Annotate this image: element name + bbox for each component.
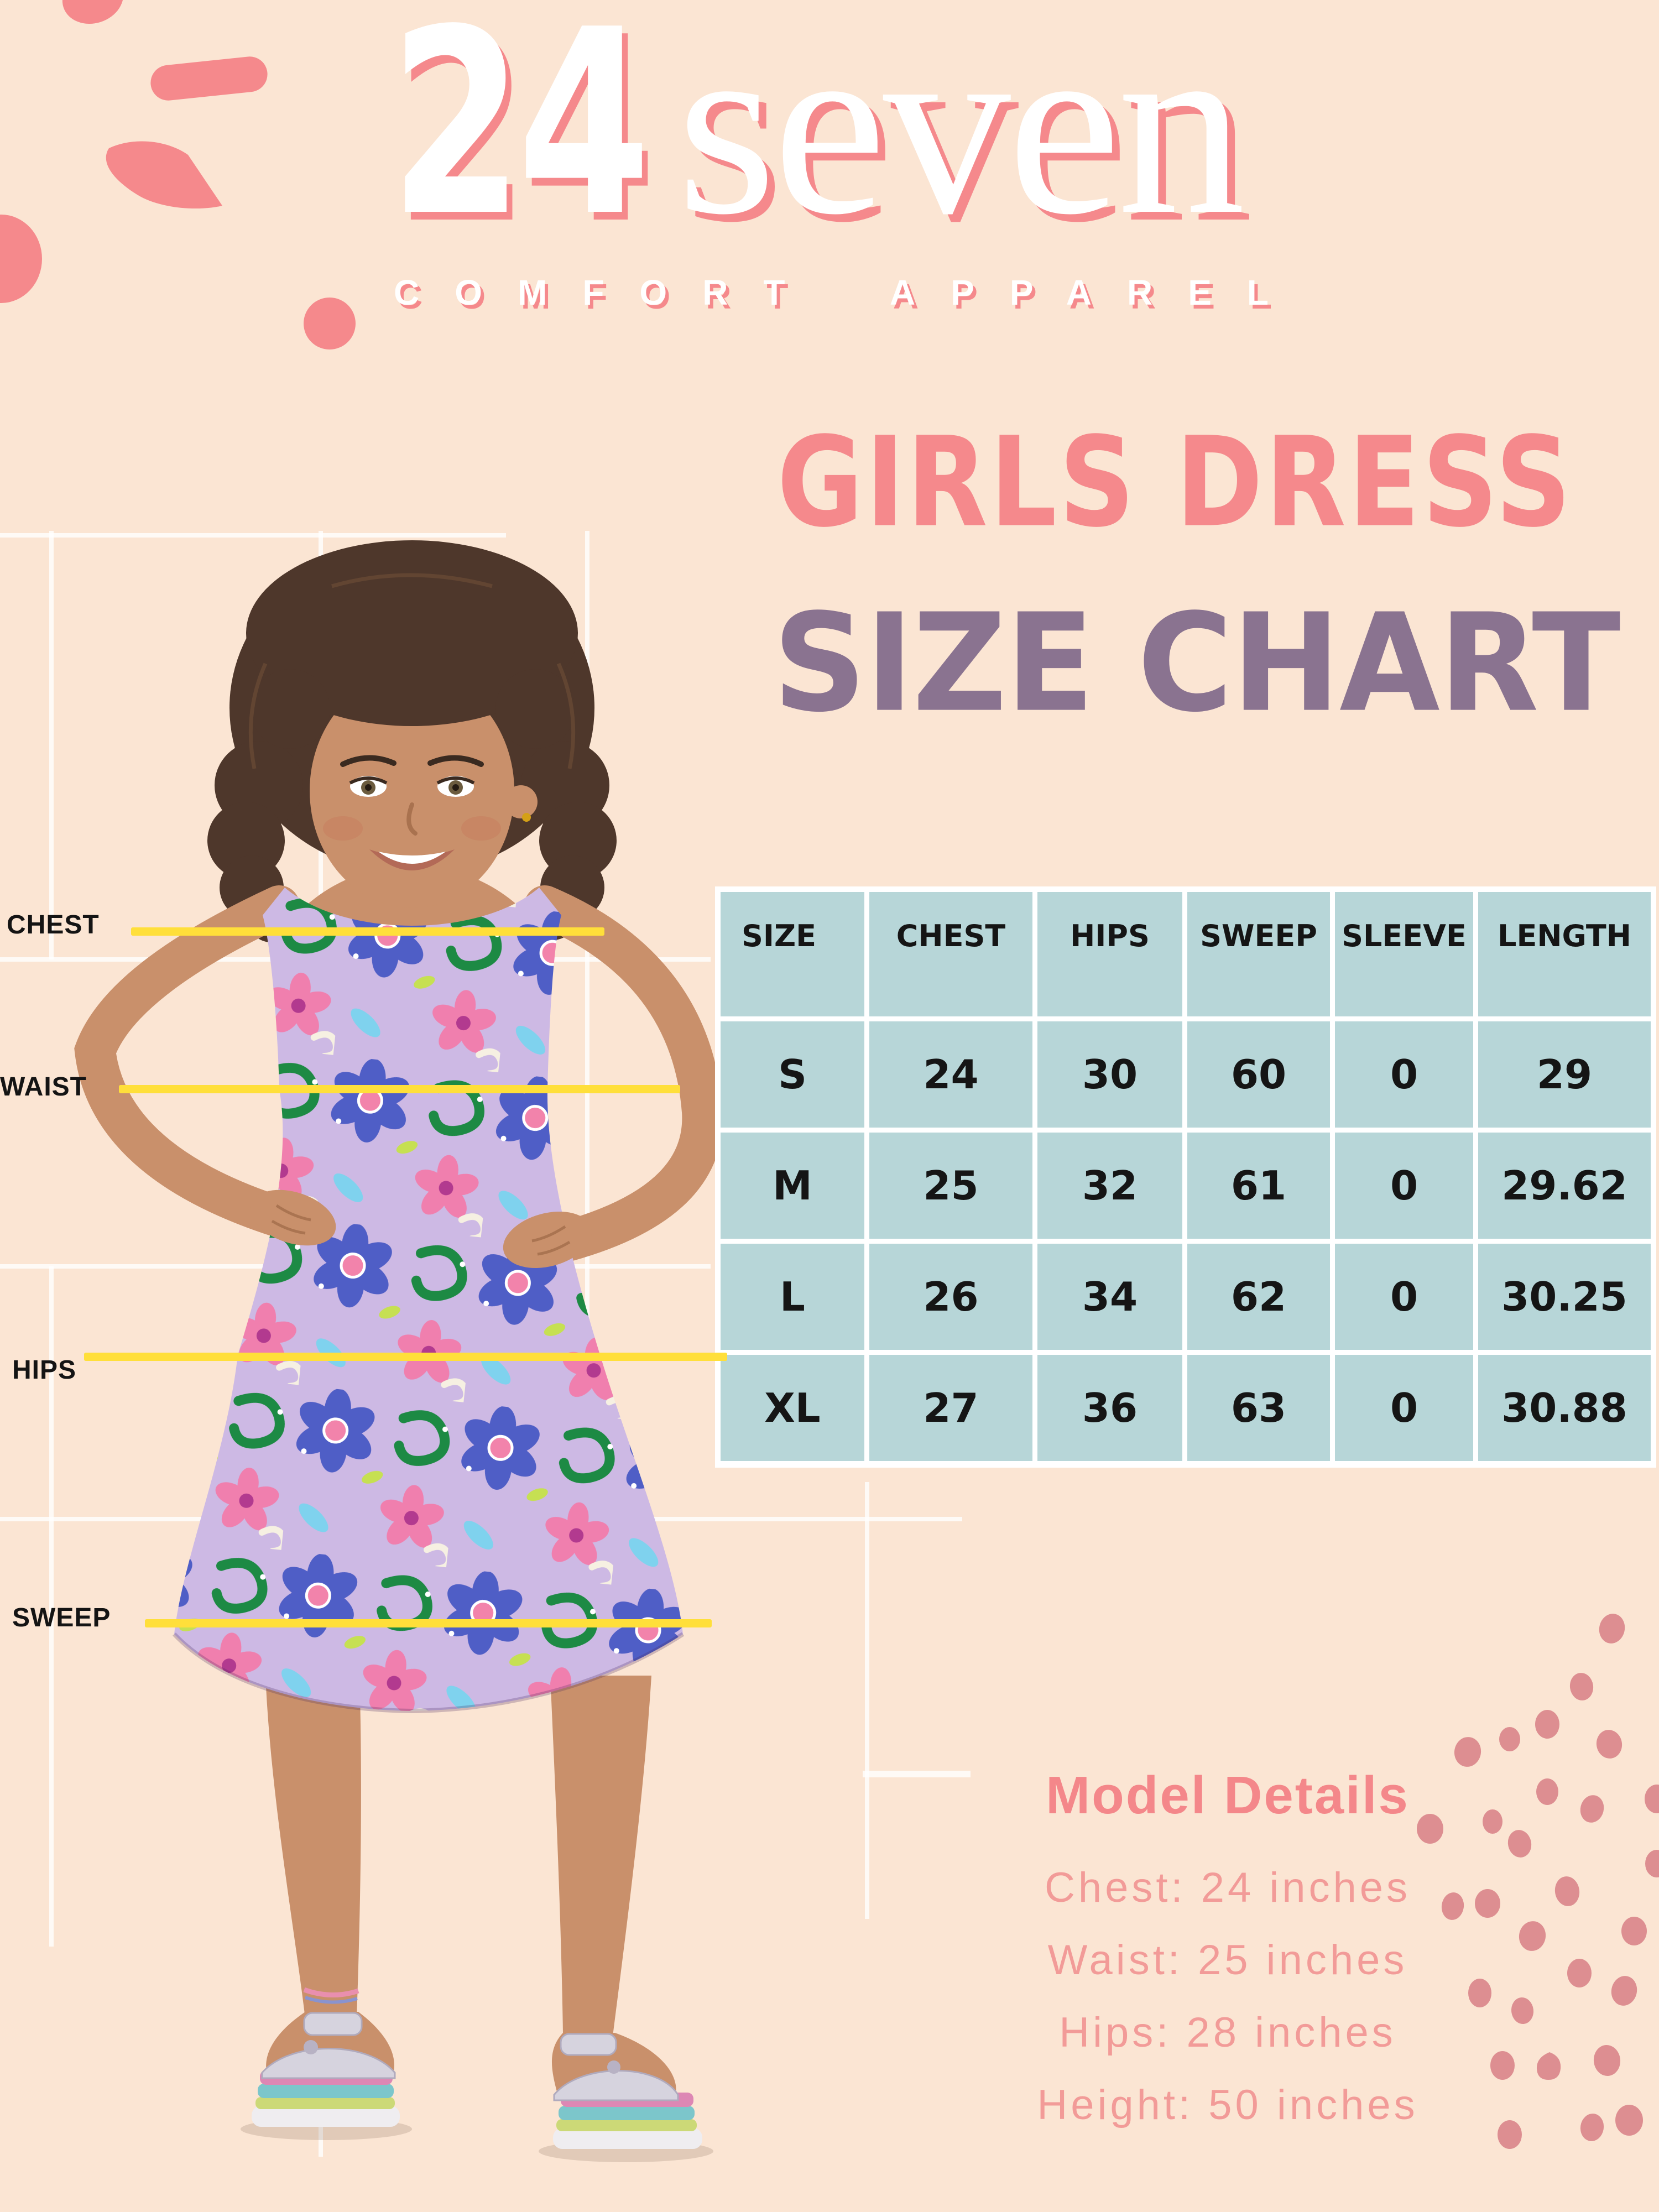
table-cell: 0 [1335, 1355, 1473, 1461]
table-cell: XL [721, 1355, 864, 1461]
measurement-label-hips: HIPS [12, 1355, 77, 1385]
measurement-label-waist: WAIST [0, 1072, 87, 1102]
table-header-hips: HIPS [1037, 892, 1182, 1016]
table-cell: 0 [1335, 1133, 1473, 1239]
measurement-line-hips [84, 1353, 727, 1361]
table-cell: S [721, 1021, 864, 1128]
model-details-line: Waist: 25 inches [1047, 1937, 1408, 1984]
sandals [241, 2012, 713, 2162]
model-photo [74, 540, 723, 2162]
table-cell: 63 [1187, 1355, 1330, 1461]
table-cell: 36 [1037, 1355, 1182, 1461]
anklet [303, 1987, 359, 1998]
table-cell: M [721, 1133, 864, 1239]
legs [265, 1676, 651, 2036]
table-header-sweep: SWEEP [1187, 892, 1330, 1016]
table-header-size: SIZE [721, 892, 864, 1016]
table-cell: 29.62 [1478, 1133, 1651, 1239]
brand-logo: 24 seven [390, 0, 1245, 272]
table-header-length: LENGTH [1478, 892, 1651, 1016]
face-features [323, 755, 501, 870]
table-header-chest: CHEST [869, 892, 1032, 1016]
model-details-line: Chest: 24 inches [1044, 1864, 1411, 1911]
coral-blob-icon [150, 56, 268, 101]
hands [250, 1190, 592, 1268]
table-cell: 32 [1037, 1133, 1182, 1239]
measurement-line-sweep [145, 1619, 712, 1627]
measurement-label-sweep: SWEEP [12, 1603, 111, 1632]
model-details-heading: Model Details [1046, 1766, 1410, 1825]
arms [74, 885, 723, 1265]
face [310, 674, 514, 908]
earring-icon [522, 813, 531, 822]
measurement-line-waist [119, 1085, 680, 1093]
coral-blobs-decoration [0, 0, 356, 349]
table-cell: 29 [1478, 1021, 1651, 1128]
table-cell: 30.25 [1478, 1244, 1651, 1350]
brand-tagline: COMFORT APPAREL [394, 273, 1304, 312]
coral-blob-icon [62, 0, 124, 24]
dress [174, 888, 683, 1711]
measurement-label-chest: CHEST [7, 910, 100, 940]
title-girls-dress: GIRLS DRESS [777, 410, 1573, 555]
table-header-sleeve: SLEEVE [1335, 892, 1473, 1016]
table-cell: 0 [1335, 1021, 1473, 1128]
coral-blob-icon [0, 215, 42, 303]
brand-number: 24 [390, 0, 651, 272]
table-cell: 62 [1187, 1244, 1330, 1350]
dots-decoration [1417, 1614, 1659, 2149]
table-cell: 27 [869, 1355, 1032, 1461]
coral-blob-icon [304, 298, 356, 349]
table-cell: 25 [869, 1133, 1032, 1239]
model-details-line: Hips: 28 inches [1059, 2009, 1396, 2056]
size-chart-table: SIZE CHEST HIPS SWEEP SLEEVE LENGTH S 24… [715, 886, 1656, 1468]
table-cell: 30.88 [1478, 1355, 1651, 1461]
table-cell: 30 [1037, 1021, 1182, 1128]
model-details-line: Height: 50 inches [1037, 2081, 1418, 2128]
table-cell: L [721, 1244, 864, 1350]
table-cell: 60 [1187, 1021, 1330, 1128]
title-size-chart: SIZE CHART [773, 585, 1620, 742]
measurement-line-chest [131, 927, 604, 936]
table-cell: 0 [1335, 1244, 1473, 1350]
coral-blob-icon [106, 141, 222, 209]
table-cell: 61 [1187, 1133, 1330, 1239]
brand-word: seven [676, 0, 1245, 267]
model-details: Model Details Chest: 24 inches Waist: 25… [918, 1765, 1537, 2141]
table-cell: 26 [869, 1244, 1032, 1350]
table-cell: 24 [869, 1021, 1032, 1128]
table-cell: 34 [1037, 1244, 1182, 1350]
